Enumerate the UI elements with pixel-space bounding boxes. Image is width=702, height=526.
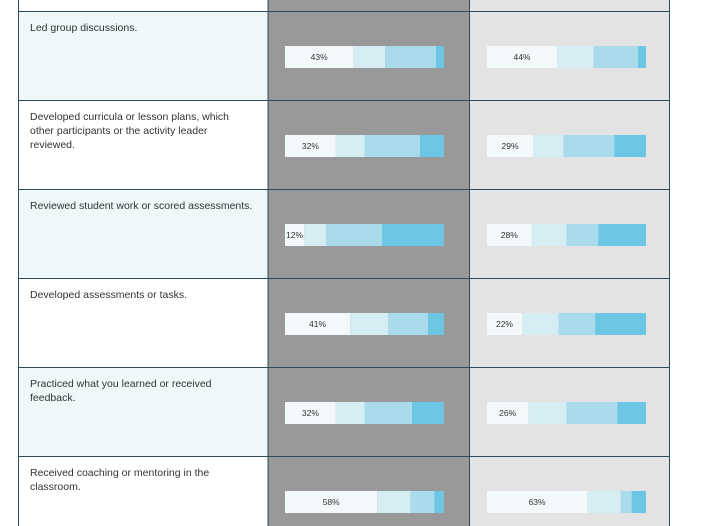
bar-segment: [614, 135, 646, 157]
bar-segment: [587, 491, 621, 513]
percent-label: 28%: [501, 230, 518, 240]
bar-segment: [487, 224, 532, 246]
bar-segment: [638, 46, 646, 68]
bar-segment: [410, 491, 435, 513]
activity-label: other participants or the activity leade…: [30, 125, 208, 137]
bar-segment: [487, 313, 522, 335]
percent-label: 32%: [302, 408, 319, 418]
percent-label: 12%: [286, 230, 303, 240]
bar-segment: [531, 224, 567, 246]
bar-segment: [326, 224, 382, 246]
bar-segment: [598, 224, 646, 246]
row-label-cell: [18, 367, 268, 456]
bar-segment: [381, 224, 444, 246]
bar-segment: [350, 313, 389, 335]
bar-segment: [563, 135, 615, 157]
bar-segment: [377, 491, 411, 513]
bar-segment: [556, 46, 594, 68]
row-label-cell: [18, 11, 268, 100]
bar-segment: [285, 135, 336, 157]
percent-label: 29%: [502, 141, 519, 151]
activity-label: Developed curricula or lesson plans, whi…: [30, 111, 229, 123]
bar-segment: [487, 491, 588, 513]
percent-label: 32%: [302, 141, 319, 151]
bar-segment: [620, 491, 632, 513]
activity-label: classroom.: [30, 481, 81, 493]
percent-label: 26%: [499, 408, 516, 418]
bar-segment: [285, 491, 378, 513]
bar-segment: [617, 402, 646, 424]
bar-segment: [285, 46, 354, 68]
bar-segment: [285, 313, 351, 335]
bar-segment: [487, 402, 529, 424]
row-label-cell: [18, 100, 268, 189]
bar-segment: [285, 224, 305, 246]
bar-segment: [487, 135, 534, 157]
percent-label: 43%: [311, 52, 328, 62]
activity-label: reviewed.: [30, 139, 75, 151]
bar-segment: [595, 313, 646, 335]
bar-segment: [436, 46, 444, 68]
row-label-cell: [18, 456, 268, 526]
bar-segment: [285, 402, 336, 424]
bar-segment: [335, 135, 365, 157]
group-1-background: [268, 0, 469, 526]
activity-label: feedback.: [30, 392, 76, 404]
bar-segment: [631, 491, 646, 513]
bar-segment: [487, 46, 557, 68]
bar-segment: [364, 402, 413, 424]
percent-label: 63%: [529, 497, 546, 507]
activity-label: Led group discussions.: [30, 22, 137, 34]
bar-segment: [434, 491, 444, 513]
bar-segment: [566, 224, 599, 246]
bar-segment: [593, 46, 639, 68]
bar-segment: [420, 135, 444, 157]
activity-label: Reviewed student work or scored assessme…: [30, 200, 252, 212]
bar-segment: [364, 135, 421, 157]
percent-label: 58%: [323, 497, 340, 507]
bar-segment: [533, 135, 564, 157]
activity-label: Practiced what you learned or received: [30, 378, 212, 390]
percent-label: 41%: [309, 319, 326, 329]
bar-segment: [412, 402, 444, 424]
bar-segment: [566, 402, 618, 424]
bar-segment: [558, 313, 596, 335]
group-2-background: [469, 0, 670, 526]
bar-segment: [528, 402, 567, 424]
bar-segment: [304, 224, 327, 246]
percent-label: 22%: [496, 319, 513, 329]
activity-label: Received coaching or mentoring in the: [30, 467, 209, 479]
bar-segment: [353, 46, 386, 68]
activity-label: Developed assessments or tasks.: [30, 289, 187, 301]
bar-segment: [335, 402, 365, 424]
bar-segment: [428, 313, 444, 335]
bar-segment: [521, 313, 559, 335]
row-label-cell: [18, 278, 268, 367]
percent-label: 44%: [513, 52, 530, 62]
row-label-cell: [18, 189, 268, 278]
bar-segment: [388, 313, 429, 335]
bar-segment: [385, 46, 437, 68]
